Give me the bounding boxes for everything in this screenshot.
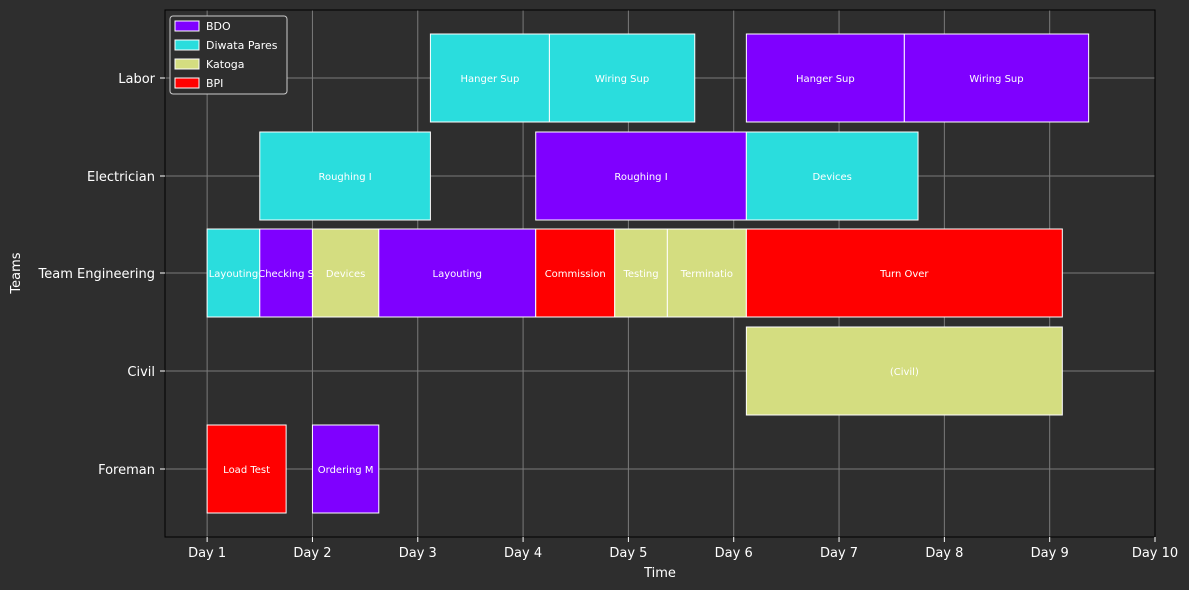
task-bar	[903, 33, 1090, 123]
task-bar	[311, 228, 380, 318]
task-label: Devices	[812, 172, 851, 183]
task-labels: Hanger Sup Wiring Sup Hanger Sup Wiring Sup…	[209, 74, 1024, 476]
y-tick-label: Labor	[118, 72, 155, 87]
task-label: Turn Over	[879, 269, 929, 280]
legend-swatch	[174, 58, 200, 70]
task-label: Ordering M	[318, 465, 374, 476]
task-bar	[378, 228, 537, 318]
task-label: Terminatio	[680, 269, 733, 280]
task-label: Layouting	[433, 269, 482, 280]
x-tick-label: Day 9	[1031, 546, 1069, 561]
task-label: Testing	[622, 269, 658, 280]
task-label: Commission	[545, 269, 606, 280]
task-label: Wiring Sup	[969, 74, 1023, 85]
task-bar	[535, 131, 747, 221]
task-bar	[614, 228, 668, 318]
legend-box	[169, 15, 288, 95]
task-bar	[206, 228, 261, 318]
task-bar	[535, 228, 616, 318]
y-tick-label: Foreman	[98, 463, 155, 478]
y-tick-label: Team Engineering	[38, 267, 156, 282]
x-tick-label: Day 10	[1132, 546, 1178, 561]
legend-label: BDO	[206, 20, 231, 33]
legend: BDO Diwata Pares Katoga BPI	[169, 15, 288, 95]
plot-area: Hanger Sup Wiring Sup Hanger Sup Wiring Sup…	[164, 9, 1156, 538]
task-bar	[259, 131, 431, 221]
task-bar	[429, 33, 550, 123]
x-tick-label: Day 1	[188, 546, 226, 561]
y-axis: Foreman Civil Team Engineering Electrician L…	[38, 72, 165, 478]
task-bar	[206, 424, 287, 514]
x-tick-label: Day 7	[820, 546, 858, 561]
legend-label: Diwata Pares	[206, 39, 278, 52]
task-label: Layouting	[209, 269, 258, 280]
y-tick-label: Electrician	[87, 170, 155, 185]
legend-label: Katoga	[206, 58, 245, 71]
x-tick-label: Day 2	[293, 546, 331, 561]
task-label: Roughing I	[614, 172, 667, 183]
task-label: Checking S	[258, 269, 314, 280]
x-axis-label: Time	[643, 566, 676, 581]
x-tick-label: Day 8	[925, 546, 963, 561]
x-tick-label: Day 4	[504, 546, 542, 561]
task-bar	[745, 131, 919, 221]
x-tick-label: Day 3	[399, 546, 437, 561]
y-tick-label: Civil	[127, 365, 155, 380]
task-label: Devices	[326, 269, 365, 280]
task-label: Load Test	[223, 465, 270, 476]
task-label: Hanger Sup	[796, 74, 855, 85]
legend-label: BPI	[206, 77, 223, 90]
task-bar	[745, 33, 905, 123]
task-bars	[206, 33, 1090, 514]
legend-swatch	[174, 77, 200, 89]
task-label: Roughing I	[318, 172, 371, 183]
x-tick-label: Day 5	[609, 546, 647, 561]
x-axis: Day 1 Day 2 Day 3 Day 4 Day 5 Day 6 Day 7 Day 8…	[188, 537, 1178, 561]
legend-swatch	[174, 20, 200, 32]
task-bar	[666, 228, 747, 318]
x-tick-label: Day 6	[715, 546, 753, 561]
task-bar	[311, 424, 380, 514]
task-bar	[548, 33, 696, 123]
task-label: Hanger Sup	[461, 74, 520, 85]
task-bar	[745, 228, 1063, 318]
y-axis-label: Teams	[9, 252, 24, 294]
task-bar	[745, 326, 1063, 416]
task-label: Wiring Sup	[595, 74, 649, 85]
legend-swatch	[174, 39, 200, 51]
task-label: (Civil)	[890, 367, 919, 378]
